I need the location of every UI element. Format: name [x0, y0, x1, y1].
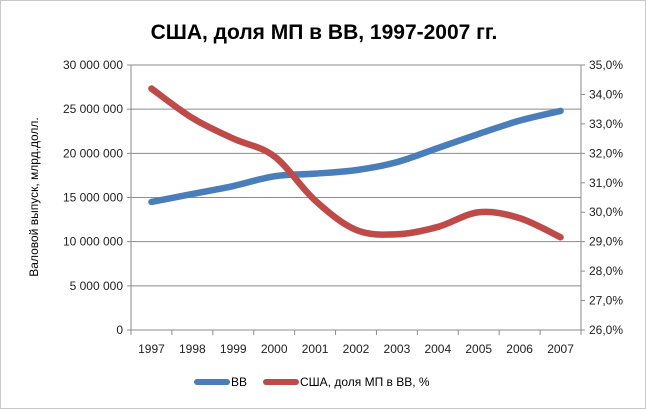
right-axis-ticks: 26,0% 27,0% 28,0% 29,0% 30,0% 31,0% 32,0% 33,0%… — [581, 58, 623, 337]
series-layer — [148, 85, 564, 241]
left-tick-label: 25 000 000 — [63, 102, 123, 116]
x-tick-label: 1997 — [138, 342, 165, 356]
x-tick-label: 2001 — [302, 342, 329, 356]
x-tick-label: 2004 — [424, 342, 451, 356]
x-tick-label: 2000 — [261, 342, 288, 356]
right-tick-label: 27,0% — [589, 294, 623, 308]
x-tick-label: 1998 — [179, 342, 206, 356]
left-tick-label: 5 000 000 — [70, 279, 124, 293]
right-tick-label: 29,0% — [589, 235, 623, 249]
series-line-share — [148, 85, 564, 241]
right-tick-label: 31,0% — [589, 176, 623, 190]
left-tick-label: 15 000 000 — [63, 191, 123, 205]
left-tick-label: 30 000 000 — [63, 58, 123, 72]
left-tick-label: 20 000 000 — [63, 146, 123, 160]
right-tick-label: 34,0% — [589, 87, 623, 101]
x-tick-label: 1999 — [220, 342, 247, 356]
legend: ВВ США, доля МП в ВВ, % — [194, 375, 430, 389]
chart-title: США, доля МП в ВВ, 1997-2007 гг. — [151, 21, 498, 44]
legend-label-share: США, доля МП в ВВ, % — [300, 375, 430, 389]
left-axis-ticks: 0 5 000 000 10 000 000 15 000 000 20 000 000… — [63, 58, 131, 337]
y-axis-label: Валовой выпуск, млрд.долл. — [27, 117, 41, 276]
x-tick-label: 2002 — [343, 342, 370, 356]
x-tick-label: 2003 — [384, 342, 411, 356]
left-tick-label: 10 000 000 — [63, 235, 123, 249]
gridlines — [131, 64, 581, 331]
x-tick-label: 2005 — [465, 342, 492, 356]
x-tick-label: 2006 — [506, 342, 533, 356]
legend-label-vv: ВВ — [231, 375, 247, 389]
right-tick-label: 35,0% — [589, 58, 623, 72]
right-tick-label: 33,0% — [589, 117, 623, 131]
right-tick-label: 30,0% — [589, 205, 623, 219]
right-tick-label: 32,0% — [589, 146, 623, 160]
x-axis-ticks: 1997 1998 1999 2000 2001 2002 2003 2004 2005 2006… — [130, 330, 582, 356]
series-line-vv — [148, 107, 564, 206]
right-tick-label: 26,0% — [589, 323, 623, 337]
x-tick-label: 2007 — [547, 342, 574, 356]
right-tick-label: 28,0% — [589, 264, 623, 278]
left-tick-label: 0 — [116, 323, 123, 337]
